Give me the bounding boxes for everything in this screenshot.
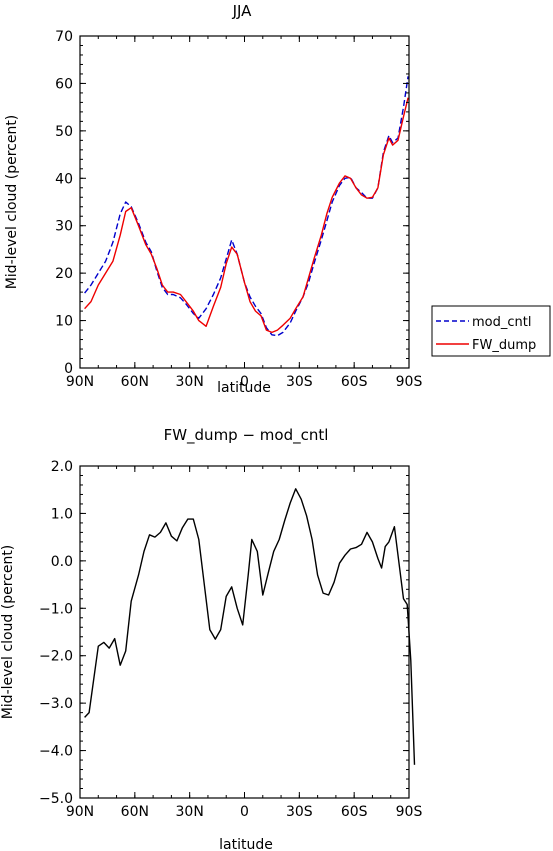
legend-label-mod-cntl: mod_cntl <box>472 315 531 330</box>
bottom-y-tick-label: −2.0 <box>39 649 73 665</box>
top-chart-panel: JJA 90N 60N 30N 0 30S 60S 90S 0 10 20 30 40 50 60 70 l… <box>4 2 551 396</box>
top-chart-legend: mod_cntl FW_dump <box>431 305 551 357</box>
bottom-y-tick-label: 2.0 <box>51 459 73 475</box>
top-y-tick-label: 50 <box>55 124 73 140</box>
bottom-chart-ylabel: Mid-level cloud (percent) <box>0 545 16 720</box>
top-chart-ticks: 90N 60N 30N 0 30S 60S 90S 0 10 20 30 40 50 60 70 <box>55 29 422 390</box>
bottom-y-tick-label: −1.0 <box>39 601 73 617</box>
top-x-tick-label: 90N <box>66 374 94 390</box>
bottom-chart-frame <box>79 465 410 799</box>
bottom-y-tick-label: −4.0 <box>39 744 73 760</box>
top-y-tick-label: 60 <box>55 76 73 92</box>
bottom-chart-xlabel: latitude <box>219 837 273 851</box>
top-chart-series-layer <box>84 76 409 337</box>
top-x-tick-label: 60N <box>121 374 149 390</box>
top-chart-frame <box>79 35 410 369</box>
legend-label-fw-dump: FW_dump <box>472 338 536 353</box>
bottom-x-tick-label: 0 <box>240 804 249 820</box>
bottom-chart-title: FW_dump − mod_cntl <box>164 426 329 445</box>
bottom-chart-series-layer <box>84 488 416 765</box>
top-y-tick-label: 0 <box>64 361 73 377</box>
top-series-line-mod-cntl <box>84 76 409 337</box>
top-y-tick-label: 30 <box>55 219 73 235</box>
bottom-x-tick-label: 90S <box>396 804 423 820</box>
bottom-y-tick-label: −5.0 <box>39 791 73 807</box>
top-chart-ylabel: Mid-level cloud (percent) <box>4 115 20 290</box>
bottom-series-line-difference <box>84 488 416 765</box>
bottom-x-tick-label: 90N <box>66 804 94 820</box>
bottom-x-tick-label: 30N <box>176 804 204 820</box>
top-y-tick-label: 20 <box>55 266 73 282</box>
top-y-tick-label: 70 <box>55 29 73 45</box>
top-series-line-fw-dump <box>84 97 409 334</box>
bottom-x-tick-label: 60N <box>121 804 149 820</box>
top-x-tick-label: 90S <box>396 374 423 390</box>
bottom-y-tick-label: −3.0 <box>39 696 73 712</box>
bottom-y-tick-label: 0.0 <box>51 554 73 570</box>
top-x-tick-label: 30N <box>176 374 204 390</box>
legend-box <box>431 305 551 357</box>
top-x-tick-label: 0 <box>240 374 249 390</box>
bottom-x-tick-label: 60S <box>341 804 368 820</box>
top-y-tick-label: 10 <box>55 314 73 330</box>
top-chart-xlabel: latitude <box>217 380 271 396</box>
bottom-x-tick-label: 30S <box>286 804 313 820</box>
top-chart-title: JJA <box>232 2 253 20</box>
bottom-y-tick-label: 1.0 <box>51 506 73 522</box>
top-x-tick-label: 30S <box>286 374 313 390</box>
bottom-chart-ticks: 90N 60N 30N 0 30S 60S 90S 2.0 1.0 0.0 −1.0 −2.0 −3.0… <box>39 459 422 820</box>
top-x-tick-label: 60S <box>341 374 368 390</box>
bottom-chart-panel: FW_dump − mod_cntl 90N 60N 30N 0 30S 60S 90S 2.… <box>0 426 422 851</box>
top-y-tick-label: 40 <box>55 171 73 187</box>
